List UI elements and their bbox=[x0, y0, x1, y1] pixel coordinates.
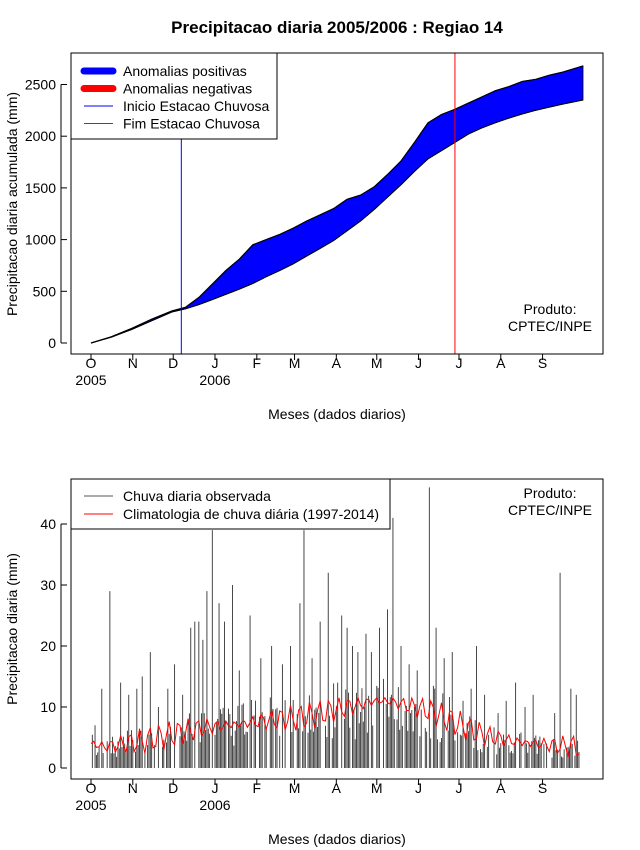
year-label: 2006 bbox=[199, 797, 230, 813]
cumulative-legend: Anomalias positivas Anomalias negativasIn… bbox=[70, 52, 278, 140]
month-label: O bbox=[86, 355, 97, 371]
y-tick-label: 0 bbox=[48, 335, 56, 351]
month-label: M bbox=[371, 780, 383, 796]
observed-cumulative-line bbox=[90, 65, 584, 344]
product-label: Produto: bbox=[524, 485, 577, 501]
anomaly-area-group bbox=[90, 65, 584, 344]
month-label: J bbox=[212, 355, 219, 371]
month-label: J bbox=[415, 780, 422, 796]
legend-label: Anomalias negativas bbox=[123, 81, 252, 97]
daily-y-label: Precipitacao diaria (mm) bbox=[4, 553, 20, 705]
y-tick-label: 1000 bbox=[25, 232, 56, 248]
climatology-cumulative-line bbox=[90, 99, 584, 344]
y-tick-label: 20 bbox=[40, 638, 56, 654]
month-label: A bbox=[496, 780, 506, 796]
month-label: O bbox=[86, 780, 97, 796]
month-label: M bbox=[371, 355, 383, 371]
cumulative-chart: 0 500 1000 1500 2000 2500 O N D J F M A M J J A S 2005 200… bbox=[4, 52, 604, 422]
legend-label: Chuva diaria observada bbox=[123, 488, 271, 504]
y-tick-label: 500 bbox=[33, 283, 57, 299]
month-label: J bbox=[455, 780, 462, 796]
cumulative-x-label: Meses (dados diarios) bbox=[268, 406, 406, 422]
month-label: N bbox=[128, 355, 138, 371]
month-label: J bbox=[415, 355, 422, 371]
y-tick-label: 0 bbox=[48, 760, 56, 776]
month-label: M bbox=[289, 780, 301, 796]
month-label: F bbox=[253, 355, 262, 371]
daily-y-axis: 0 10 20 30 40 bbox=[40, 516, 67, 776]
month-label: N bbox=[128, 780, 138, 796]
daily-chart: 0 10 20 30 40 O N D J F M A M J J A S 2005 2006 Meses (da… bbox=[4, 478, 604, 847]
year-label: 2006 bbox=[199, 372, 230, 388]
legend-label: Fim Estacao Chuvosa bbox=[123, 116, 260, 132]
y-tick-label: 40 bbox=[40, 516, 56, 532]
daily-legend: Chuva diaria observada Climatologia de ch… bbox=[70, 478, 391, 530]
product-source: CPTEC/INPE bbox=[508, 318, 592, 334]
month-label: A bbox=[496, 355, 506, 371]
climatology-line bbox=[90, 695, 580, 758]
month-label: M bbox=[289, 355, 301, 371]
climatology-line-group bbox=[90, 695, 580, 758]
product-source: CPTEC/INPE bbox=[508, 502, 592, 518]
daily-x-axis: O N D J F M A M J J A S 2005 2006 bbox=[75, 778, 547, 813]
y-tick-label: 30 bbox=[40, 577, 56, 593]
legend-label: Climatologia de chuva diária (1997-2014) bbox=[123, 506, 379, 522]
y-tick-label: 2000 bbox=[25, 128, 56, 144]
cumulative-y-axis: 0 500 1000 1500 2000 2500 bbox=[25, 77, 67, 351]
month-label: A bbox=[332, 355, 342, 371]
month-label: J bbox=[212, 780, 219, 796]
month-label: F bbox=[253, 780, 262, 796]
month-label: A bbox=[332, 780, 342, 796]
month-label: D bbox=[168, 355, 178, 371]
legend-box bbox=[70, 478, 391, 530]
y-tick-label: 2500 bbox=[25, 77, 56, 93]
year-label: 2005 bbox=[75, 797, 106, 813]
figure-title: Precipitacao diaria 2005/2006 : Regiao 1… bbox=[171, 18, 503, 37]
month-label: S bbox=[538, 355, 547, 371]
month-label: D bbox=[168, 780, 178, 796]
y-tick-label: 1500 bbox=[25, 180, 56, 196]
month-label: S bbox=[538, 780, 547, 796]
y-tick-label: 10 bbox=[40, 699, 56, 715]
cumulative-y-label: Precipitacao diaria acumulada (mm) bbox=[4, 92, 20, 316]
cumulative-x-axis: O N D J F M A M J J A S 2005 2006 bbox=[75, 353, 547, 388]
legend-box bbox=[70, 52, 278, 140]
daily-x-label: Meses (dados diarios) bbox=[268, 831, 406, 847]
legend-label: Inicio Estacao Chuvosa bbox=[123, 98, 270, 114]
year-label: 2005 bbox=[75, 372, 106, 388]
product-label: Produto: bbox=[524, 301, 577, 317]
month-label: J bbox=[455, 355, 462, 371]
legend-label: Anomalias positivas bbox=[123, 63, 247, 79]
